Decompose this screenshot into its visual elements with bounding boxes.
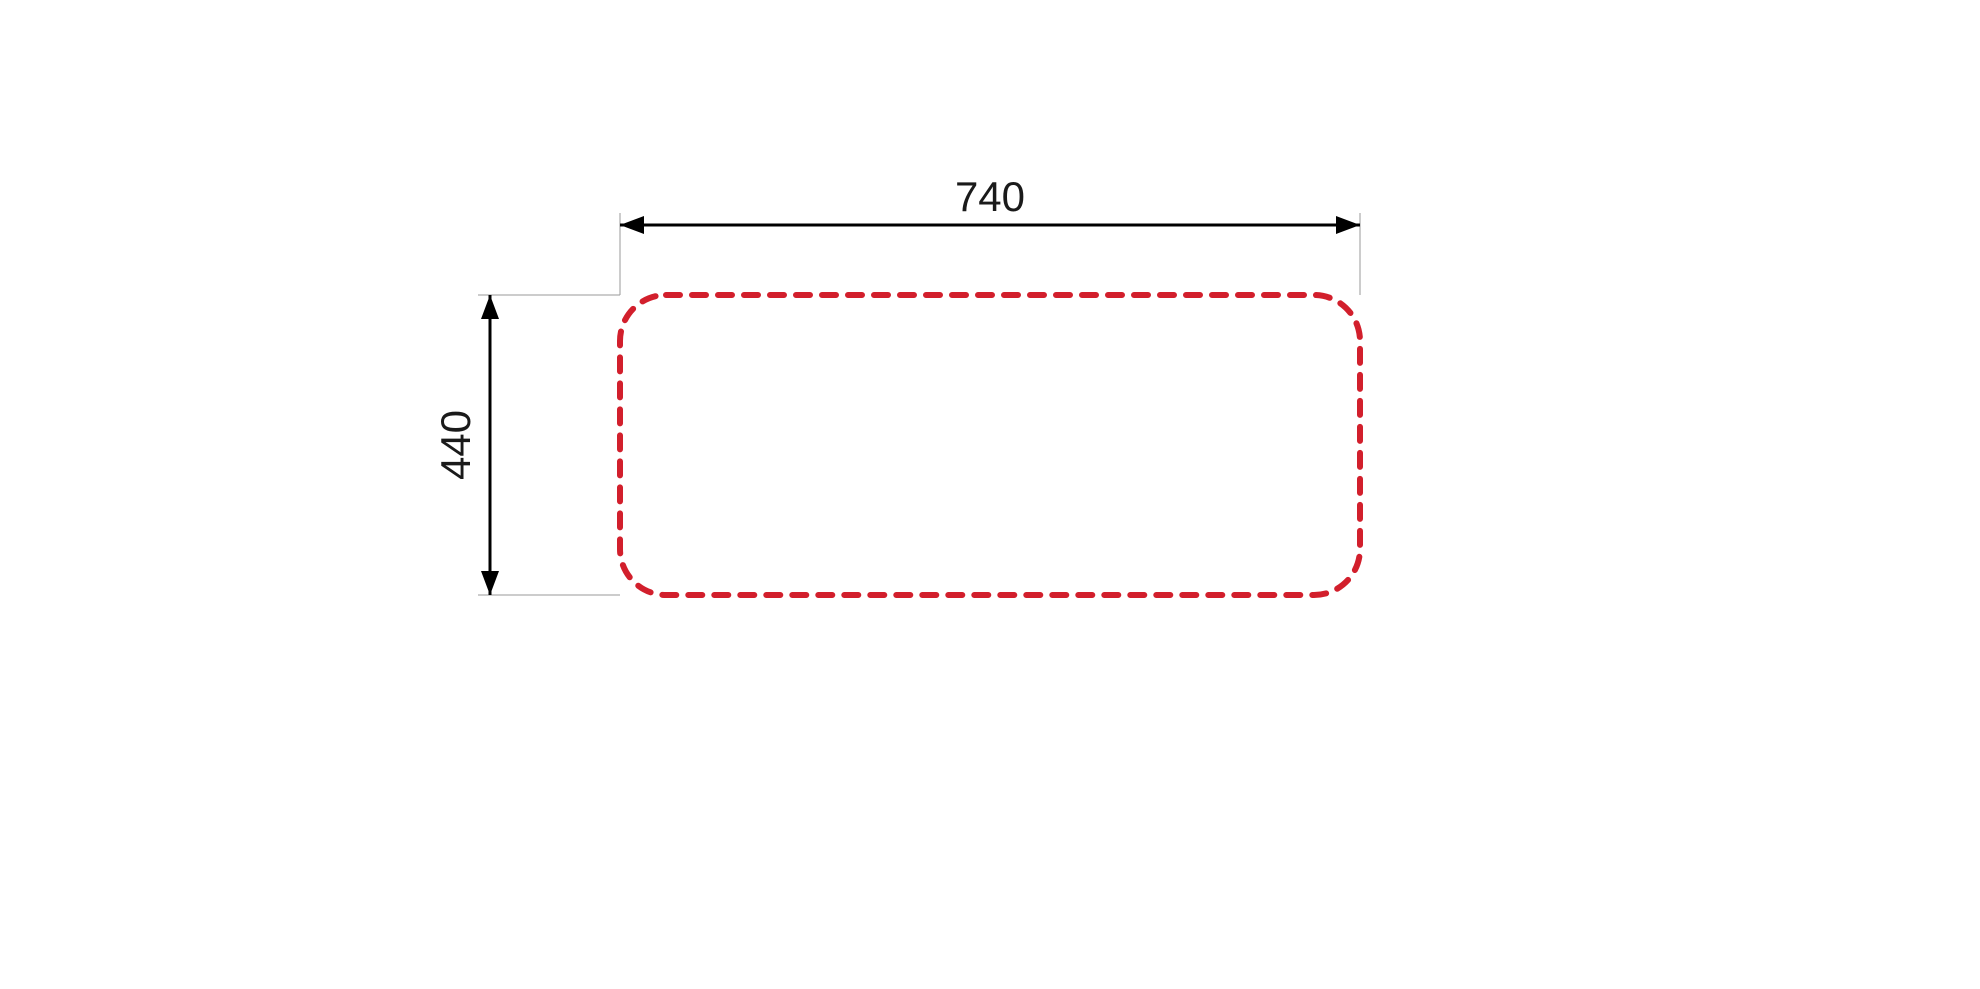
arrowhead-up: [481, 295, 499, 319]
arrowhead-left: [620, 216, 644, 234]
dimension-label-horizontal: 740: [955, 173, 1025, 220]
cutout-outline: [620, 295, 1360, 595]
arrowhead-down: [481, 571, 499, 595]
dimension-diagram: 740 440: [0, 0, 1980, 989]
arrowhead-right: [1336, 216, 1360, 234]
dimension-label-vertical: 440: [432, 410, 479, 480]
